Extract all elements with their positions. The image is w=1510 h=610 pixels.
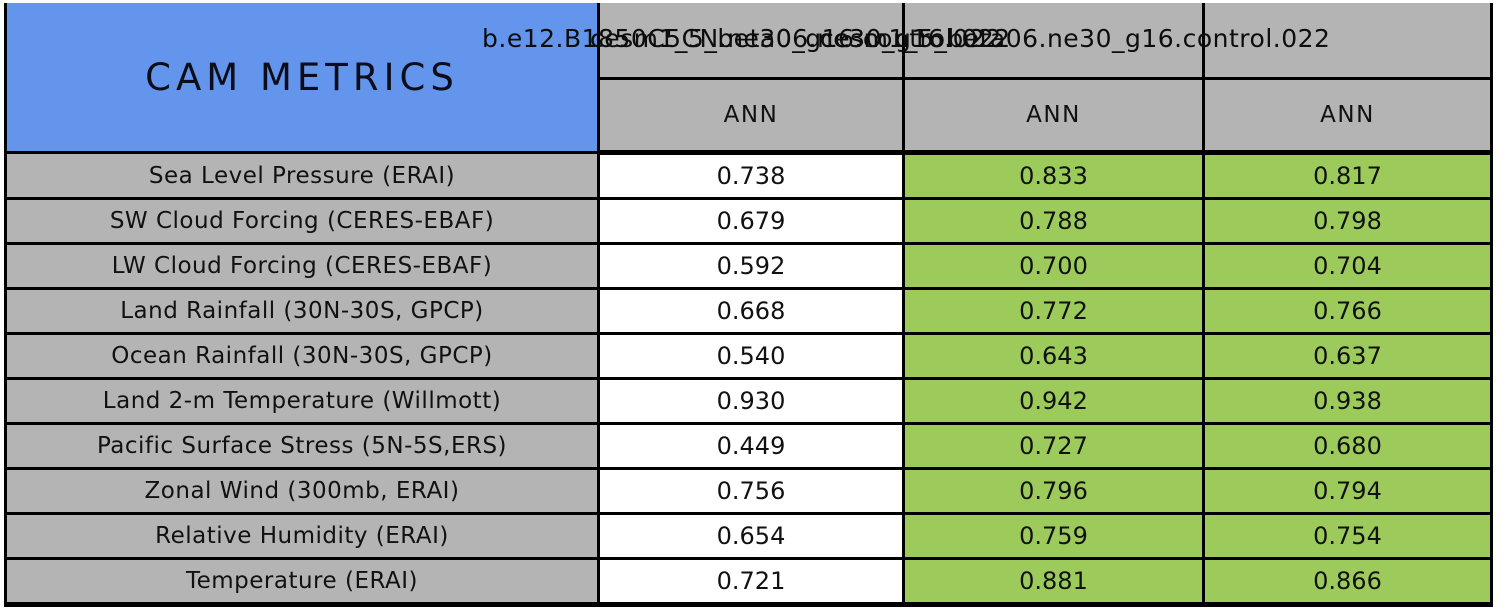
metric-value: 0.679 [597, 197, 905, 245]
metric-label: Land Rainfall (30N-30S, GPCP) [4, 287, 600, 335]
metric-value: 0.680 [1202, 422, 1493, 470]
metric-label: Ocean Rainfall (30N-30S, GPCP) [4, 332, 600, 380]
column-header-label: ANN [1320, 102, 1375, 128]
metric-value: 0.700 [902, 242, 1205, 290]
table-row: LW Cloud Forcing (CERES-EBAF) 0.592 0.70… [4, 242, 1493, 290]
metric-value: 0.759 [902, 512, 1205, 560]
table-title: CAM METRICS [145, 55, 459, 99]
metric-value: 0.727 [902, 422, 1205, 470]
metric-label: Temperature (ERAI) [4, 557, 600, 607]
metrics-table: CAM METRICS ANN ANN ANN Sea Level Pressu… [4, 3, 1493, 607]
table-row: Sea Level Pressure (ERAI) 0.738 0.833 0.… [4, 151, 1493, 200]
metric-value: 0.592 [597, 242, 905, 290]
metric-value: 0.449 [597, 422, 905, 470]
metric-value: 0.817 [1202, 151, 1493, 200]
table-row: Zonal Wind (300mb, ERAI) 0.756 0.796 0.7… [4, 467, 1493, 515]
metric-value: 0.788 [902, 197, 1205, 245]
metric-value: 0.756 [597, 467, 905, 515]
run-title-strip-col1 [597, 3, 905, 80]
metric-label: Sea Level Pressure (ERAI) [4, 151, 600, 200]
column-header-ann-3: ANN [1202, 77, 1493, 155]
metric-value: 0.930 [597, 377, 905, 425]
metric-label: Pacific Surface Stress (5N-5S,ERS) [4, 422, 600, 470]
metric-value: 0.643 [902, 332, 1205, 380]
metric-value: 0.721 [597, 557, 905, 607]
metric-value: 0.938 [1202, 377, 1493, 425]
metric-value: 0.704 [1202, 242, 1493, 290]
metric-label: Zonal Wind (300mb, ERAI) [4, 467, 600, 515]
run-title-strip-col2 [902, 3, 1205, 80]
metric-value: 0.833 [902, 151, 1205, 200]
metric-label: LW Cloud Forcing (CERES-EBAF) [4, 242, 600, 290]
metric-value: 0.637 [1202, 332, 1493, 380]
metric-value: 0.881 [902, 557, 1205, 607]
table-title-cell: CAM METRICS [4, 3, 600, 154]
column-header-label: ANN [1026, 102, 1081, 128]
metric-value: 0.794 [1202, 467, 1493, 515]
metric-value: 0.798 [1202, 197, 1493, 245]
table-row: Ocean Rainfall (30N-30S, GPCP) 0.540 0.6… [4, 332, 1493, 380]
column-header-ann-1: ANN [597, 77, 905, 155]
table-row: Land 2-m Temperature (Willmott) 0.930 0.… [4, 377, 1493, 425]
metric-value: 0.942 [902, 377, 1205, 425]
metric-label: Land 2-m Temperature (Willmott) [4, 377, 600, 425]
metric-value: 0.540 [597, 332, 905, 380]
column-header-ann-2: ANN [902, 77, 1205, 155]
metric-value: 0.668 [597, 287, 905, 335]
metric-value: 0.772 [902, 287, 1205, 335]
run-title-strip-col3 [1202, 3, 1493, 80]
metric-label: SW Cloud Forcing (CERES-EBAF) [4, 197, 600, 245]
table-row: SW Cloud Forcing (CERES-EBAF) 0.679 0.78… [4, 197, 1493, 245]
metric-label: Relative Humidity (ERAI) [4, 512, 600, 560]
metric-value: 0.754 [1202, 512, 1493, 560]
metric-value: 0.654 [597, 512, 905, 560]
metric-value: 0.866 [1202, 557, 1493, 607]
table-row: Temperature (ERAI) 0.721 0.881 0.866 [4, 557, 1493, 607]
metric-value: 0.796 [902, 467, 1205, 515]
metric-value: 0.766 [1202, 287, 1493, 335]
metric-value: 0.738 [597, 151, 905, 200]
table-row: Relative Humidity (ERAI) 0.654 0.759 0.7… [4, 512, 1493, 560]
table-row: Land Rainfall (30N-30S, GPCP) 0.668 0.77… [4, 287, 1493, 335]
table-row: Pacific Surface Stress (5N-5S,ERS) 0.449… [4, 422, 1493, 470]
column-header-label: ANN [723, 102, 779, 128]
